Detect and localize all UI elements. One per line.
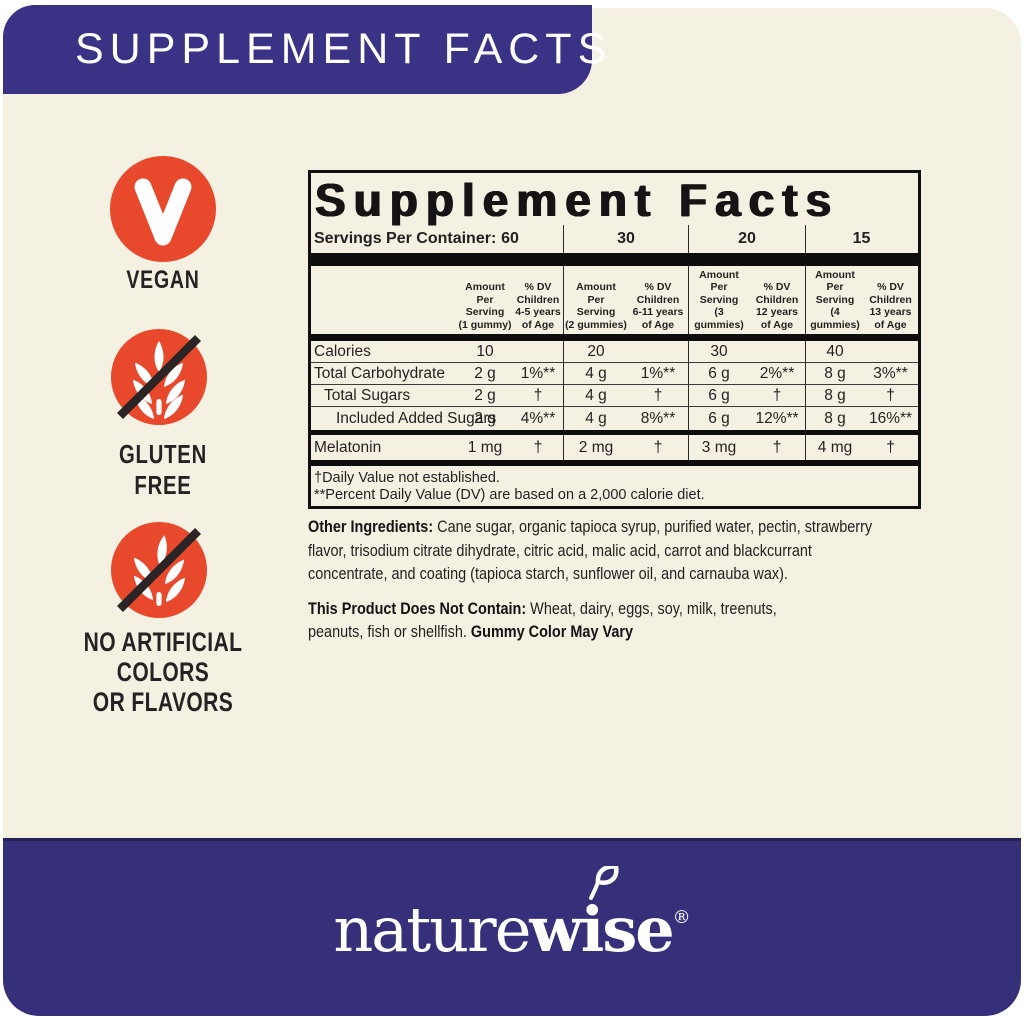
other-ingredients-text: Cane sugar, organic tapioca syrup, purif… [308, 518, 873, 583]
servings-count-1: 60 [457, 225, 564, 253]
dv-cell: 2%** [749, 363, 806, 384]
footnotes: †Daily Value not established. **Percent … [311, 466, 918, 503]
does-not-contain-label: This Product Does Not Contain: [308, 599, 527, 618]
amount-cell: 4 g [585, 386, 607, 404]
row-label: Melatonin [314, 438, 382, 456]
amount-cell: 10 [476, 342, 494, 360]
dv-cell: 1%** [628, 363, 689, 384]
dv-cell [749, 341, 806, 362]
amount-cell: 3 mg [701, 438, 737, 456]
thick-rule [311, 460, 918, 466]
amount-cell: 40 [826, 342, 844, 360]
vegan-label: VEGAN [126, 266, 200, 294]
dv-header-4: % DV Children 13 years of Age [869, 281, 912, 331]
brand-name-nature: nature [333, 893, 531, 966]
row-label: Calories [314, 342, 371, 360]
table-row-calories: Calories 10 20 30 40 [311, 341, 918, 363]
table-row-included-added-sugars: Included Added Sugars 2 g 4%** 4 g 8%** … [311, 407, 918, 430]
amount-header-1: Amount Per Serving (1 gummy) [458, 281, 512, 331]
no-artificial-colors-icon [111, 522, 207, 618]
amount-header-3: Amount Per Serving (3 gummies) [694, 268, 744, 331]
amount-cell: 2 g [474, 386, 496, 404]
dv-header-1: % DV Children 4-5 years of Age [513, 266, 564, 334]
dv-cell: † [513, 435, 564, 460]
dv-cell: † [749, 435, 806, 460]
column-headers-row: Amount Per Serving (1 gummy) % DV Childr… [311, 266, 918, 334]
naturewise-logo: naturewise® [333, 866, 691, 966]
gummy-color-note: Gummy Color May Vary [470, 623, 633, 641]
amount-cell: 4 g [585, 364, 607, 382]
registered-mark: ® [672, 907, 691, 928]
leaf-icon [588, 866, 619, 900]
dv-cell [864, 341, 917, 362]
thick-rule [311, 253, 918, 266]
table-row-total-carbohydrate: Total Carbohydrate 2 g 1%** 4 g 1%** 6 g… [311, 363, 918, 385]
dv-cell [628, 341, 689, 362]
dv-cell: † [628, 435, 689, 460]
dv-cell: † [513, 385, 564, 406]
amount-header-2: Amount Per Serving (2 gummies) [565, 281, 627, 331]
dv-cell: 3%** [873, 364, 908, 382]
amount-cell: 2 g [474, 409, 496, 427]
table-row-melatonin: Melatonin 1 mg † 2 mg † 3 mg † 4 mg † [311, 435, 918, 460]
amount-cell: 30 [710, 342, 728, 360]
row-label: Total Sugars [324, 386, 411, 404]
dv-cell: 1%** [513, 363, 564, 384]
no-artificial-colors-label: NO ARTIFICIAL COLORS OR FLAVORS [83, 627, 243, 717]
servings-count-4: 15 [852, 230, 871, 247]
row-label: Included Added Sugars [336, 409, 497, 427]
thick-rule [311, 430, 918, 435]
dv-header-3: % DV Children 12 years of Age [749, 266, 806, 334]
servings-count-3: 20 [689, 225, 806, 253]
row-label: Total Carbohydrate [314, 364, 445, 382]
medium-rule [311, 334, 918, 341]
gluten-free-label: GLUTEN FREE [118, 439, 208, 500]
amount-cell: 8 g [824, 364, 846, 382]
amount-cell: 4 mg [817, 438, 853, 456]
does-not-contain-paragraph: This Product Does Not Contain: Wheat, da… [308, 598, 886, 645]
dv-header-2: % DV Children 6-11 years of Age [628, 266, 689, 334]
dv-cell: † [886, 438, 895, 456]
servings-label: Servings Per Container: [314, 230, 497, 247]
footnote-daily-value: †Daily Value not established. [314, 470, 500, 486]
does-not-contain-text: Wheat, dairy, eggs, soy, milk, treenuts,… [308, 599, 777, 642]
table-row-total-sugars: Total Sugars 2 g † 4 g † 6 g † 8 g † [311, 385, 918, 407]
amount-cell: 20 [587, 342, 605, 360]
gluten-free-icon [111, 329, 207, 425]
amount-cell: 6 g [708, 409, 730, 427]
brand-name-wise: wise [529, 893, 674, 966]
panel-title: Supplement Facts [315, 174, 840, 226]
amount-cell: 8 g [824, 409, 846, 427]
servings-count-2: 30 [564, 225, 689, 253]
header-banner: SUPPLEMENT FACTS [3, 5, 613, 94]
dv-cell: 4%** [513, 407, 564, 430]
vegan-icon [110, 156, 216, 262]
other-ingredients-label: Other Ingredients: [308, 518, 434, 536]
spacer-cell [311, 266, 457, 334]
amount-cell: 6 g [708, 364, 730, 382]
dv-cell: † [628, 385, 689, 406]
supplement-facts-panel: Supplement Facts Servings Per Container:… [308, 170, 921, 509]
amount-cell: 2 g [474, 364, 496, 382]
amount-header-4: Amount Per Serving (4 gummies) [810, 268, 860, 331]
dv-cell: 16%** [868, 409, 913, 427]
ingredients-section: Other Ingredients: Cane sugar, organic t… [308, 516, 886, 656]
amount-cell: 1 mg [467, 438, 503, 456]
footnote-percent-dv: **Percent Daily Value (DV) are based on … [314, 486, 705, 503]
dv-cell: † [886, 386, 895, 404]
servings-row: Servings Per Container: 60 30 20 15 [311, 225, 918, 253]
amount-cell: 2 mg [578, 438, 614, 456]
dv-cell: 12%** [749, 407, 806, 430]
header-title: SUPPLEMENT FACTS [75, 25, 613, 73]
amount-cell: 8 g [824, 386, 846, 404]
other-ingredients-paragraph: Other Ingredients: Cane sugar, organic t… [308, 516, 886, 587]
brand-footer: naturewise® [3, 838, 1021, 1016]
amount-cell: 4 g [585, 409, 607, 427]
amount-cell: 6 g [708, 386, 730, 404]
dv-cell [513, 341, 564, 362]
dv-cell: † [749, 385, 806, 406]
dv-cell: 8%** [628, 407, 689, 430]
